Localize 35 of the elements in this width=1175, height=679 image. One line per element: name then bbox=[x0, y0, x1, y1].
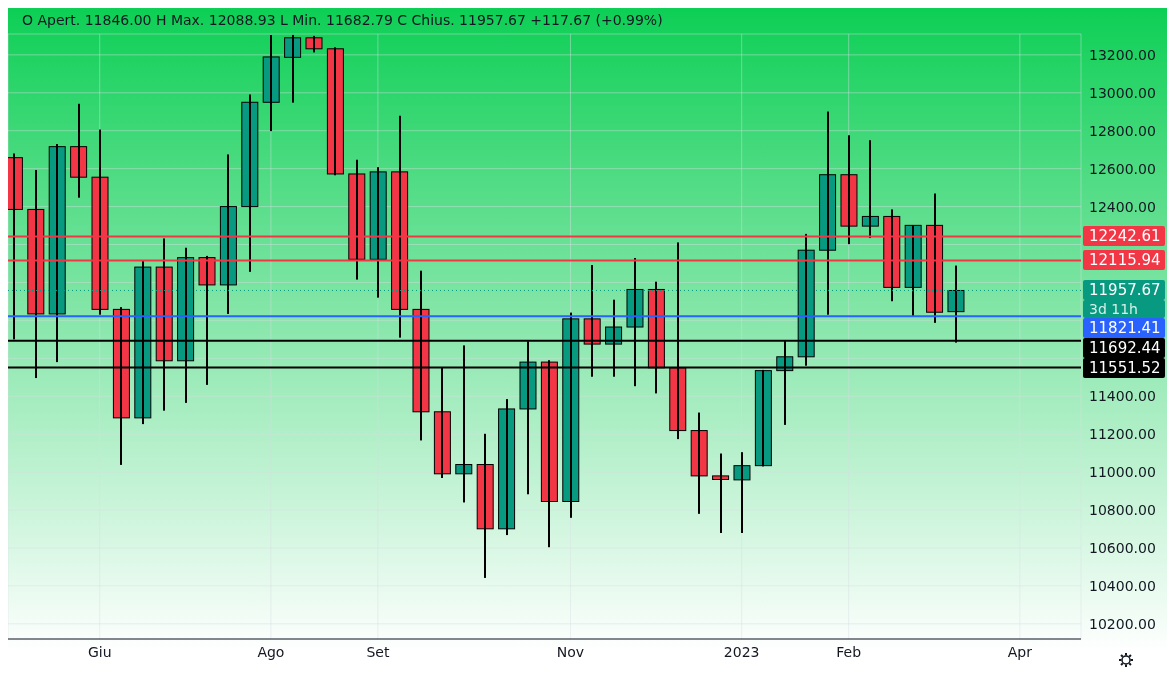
y-tick-label: 11200.00 bbox=[1089, 426, 1156, 443]
y-tick-label: 10600.00 bbox=[1089, 539, 1156, 556]
y-tick-label: 11400.00 bbox=[1089, 388, 1156, 405]
ref-line-label: 12242.61 bbox=[1083, 226, 1165, 247]
candlestick bbox=[262, 34, 280, 132]
candlestick bbox=[284, 34, 302, 103]
y-tick-label: 12800.00 bbox=[1089, 122, 1156, 139]
ref-line-label: 12115.94 bbox=[1083, 250, 1165, 271]
y-tick-label: 13000.00 bbox=[1089, 84, 1156, 101]
y-tick-label: 13200.00 bbox=[1089, 46, 1156, 63]
y-tick-label: 12600.00 bbox=[1089, 160, 1156, 177]
x-tick-label: Giu bbox=[87, 643, 112, 660]
x-tick-label: Ago bbox=[257, 643, 285, 660]
candlestick bbox=[861, 140, 879, 239]
candlestick bbox=[712, 453, 730, 533]
candlestick bbox=[70, 103, 88, 198]
y-tick-label: 11000.00 bbox=[1089, 464, 1156, 481]
y-tick-label: 12400.00 bbox=[1089, 198, 1156, 215]
x-tick-label: Nov bbox=[556, 643, 585, 660]
y-tick-label: 10800.00 bbox=[1089, 502, 1156, 518]
x-tick-label: 2023 bbox=[723, 643, 760, 660]
x-tick-label: Feb bbox=[836, 643, 862, 660]
ref-line-label: 11821.41 bbox=[1083, 318, 1165, 339]
y-tick-label: 10400.00 bbox=[1089, 577, 1156, 594]
y-tick-label: 10200.00 bbox=[1089, 615, 1156, 632]
x-tick-label: Set bbox=[366, 643, 390, 660]
candlestick bbox=[305, 35, 323, 53]
text: 3d 11h bbox=[1083, 300, 1165, 319]
chart-subtitle: O Apert. 11846.00 H Max. 12088.93 L Min. 11682.79 C Chius. 11957.67 +117.67 (+0.99%) bbox=[22, 12, 663, 28]
x-tick-label: Apr bbox=[1007, 643, 1033, 660]
candlestick bbox=[733, 452, 751, 533]
candlestick bbox=[690, 412, 708, 514]
ref-line-label: 11551.52 bbox=[1083, 358, 1165, 379]
ref-line-label: 11692.44 bbox=[1083, 338, 1165, 359]
ref-line-label: 11957.67 bbox=[1083, 280, 1165, 301]
